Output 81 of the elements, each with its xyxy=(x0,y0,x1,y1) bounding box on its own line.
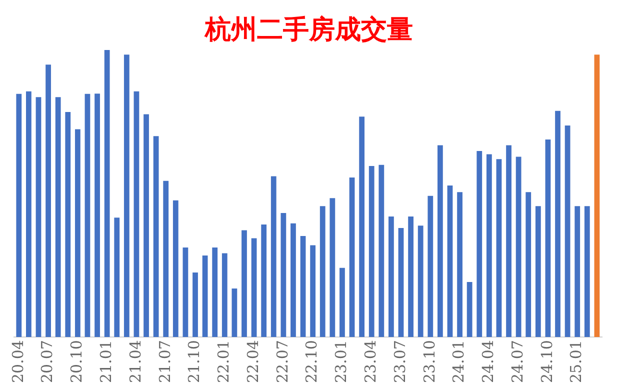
bar xyxy=(310,245,316,338)
x-tick-label: 24.07 xyxy=(508,340,526,384)
x-tick-label: 20.04 xyxy=(8,340,27,384)
x-tick-label: 22.01 xyxy=(214,340,233,384)
bar xyxy=(378,164,384,338)
bar xyxy=(359,116,365,338)
bar xyxy=(320,206,326,338)
bar xyxy=(388,216,394,338)
bar xyxy=(74,129,80,338)
bar xyxy=(349,177,355,338)
x-tick-label: 22.07 xyxy=(273,340,292,384)
x-tick-label: 23.10 xyxy=(420,340,438,384)
bar xyxy=(172,200,178,338)
bar xyxy=(574,206,580,338)
x-tick-label: 20.10 xyxy=(68,340,86,384)
bar xyxy=(428,196,434,338)
x-tick-label: 21.10 xyxy=(185,340,204,384)
bar xyxy=(212,247,218,338)
bar xyxy=(516,156,522,338)
bar xyxy=(584,206,590,338)
bar xyxy=(251,238,257,338)
bar xyxy=(192,272,198,338)
bar xyxy=(340,268,345,338)
bar xyxy=(408,216,414,338)
bar xyxy=(124,54,130,338)
x-tick-label: 24.01 xyxy=(450,340,468,384)
bar xyxy=(26,91,32,338)
x-tick-label: 23.07 xyxy=(390,340,409,384)
bar xyxy=(418,226,424,338)
bar xyxy=(457,192,462,338)
bar xyxy=(202,256,208,338)
bar xyxy=(232,288,238,338)
bar xyxy=(496,159,502,338)
bar xyxy=(466,282,472,338)
x-tick-label: 25.01 xyxy=(567,340,586,384)
x-tick-label: 21.01 xyxy=(96,340,115,384)
x-tick-label: 20.07 xyxy=(38,340,56,384)
bar xyxy=(564,125,570,338)
bar xyxy=(261,224,267,338)
bar xyxy=(153,136,159,338)
bar xyxy=(242,230,247,338)
x-tick-label: 24.10 xyxy=(538,340,556,384)
bar xyxy=(280,213,286,338)
chart-title: 杭州二手房成交量 xyxy=(203,14,414,47)
x-tick-label: 22.04 xyxy=(244,340,262,384)
bar xyxy=(555,110,560,338)
bar xyxy=(506,145,512,338)
x-tick-label: 22.10 xyxy=(302,340,321,384)
bar xyxy=(94,94,100,338)
bar xyxy=(330,198,336,338)
bar xyxy=(36,97,42,338)
bar xyxy=(222,253,228,338)
bar xyxy=(270,176,276,338)
bar xyxy=(526,192,532,338)
bar xyxy=(545,140,551,338)
bar xyxy=(476,151,482,338)
bar xyxy=(437,145,443,338)
bar xyxy=(300,236,306,338)
x-tick-label: 23.04 xyxy=(362,340,380,384)
x-tick-label: 24.04 xyxy=(479,340,498,384)
bar xyxy=(182,247,188,338)
bar xyxy=(486,154,492,338)
x-tick-label: 21.07 xyxy=(156,340,174,384)
bar xyxy=(84,94,90,338)
bar xyxy=(134,91,140,338)
bar xyxy=(594,54,600,338)
bar xyxy=(368,166,374,338)
x-tick-label: 21.04 xyxy=(126,340,144,384)
bar xyxy=(65,112,71,338)
bar xyxy=(447,185,453,338)
x-tick-label: 23.01 xyxy=(332,340,350,384)
bar xyxy=(16,94,22,338)
bar xyxy=(114,218,120,338)
bar xyxy=(104,50,110,338)
bar xyxy=(398,228,404,338)
bar xyxy=(163,180,169,338)
bar xyxy=(46,64,51,338)
bar xyxy=(290,223,296,338)
bar xyxy=(55,97,61,338)
bar xyxy=(535,206,541,338)
bar xyxy=(144,114,149,338)
